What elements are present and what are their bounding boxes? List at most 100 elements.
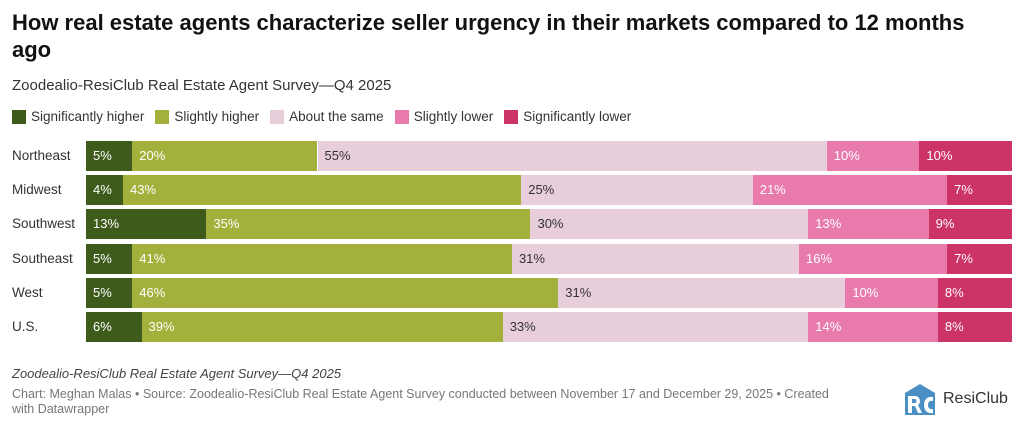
legend-item: Significantly lower xyxy=(504,109,631,124)
data-label: 39% xyxy=(148,319,175,334)
bar-row: Southeast 5% 41% 31% 16% 7% xyxy=(0,243,1024,274)
bar-segment: 6% xyxy=(86,312,142,342)
bar-segment: 8% xyxy=(937,312,1012,342)
legend-item: Slightly lower xyxy=(394,109,494,124)
bar-segment: 35% xyxy=(206,209,531,240)
legend-label: Slightly lower xyxy=(413,109,494,124)
bar-segment: 5% xyxy=(86,141,133,171)
data-label: 13% xyxy=(815,216,842,232)
legend-swatch xyxy=(504,109,519,124)
bar-segment: 13% xyxy=(808,209,929,240)
data-label: 31% xyxy=(565,284,592,300)
legend-item: Slightly higher xyxy=(155,109,259,124)
legend-swatch xyxy=(394,109,409,124)
legend-label: Significantly higher xyxy=(31,109,145,124)
data-label: 10% xyxy=(833,148,860,163)
bar-segment: 31% xyxy=(511,243,799,274)
data-label: 9% xyxy=(935,216,955,232)
data-label: 5% xyxy=(93,250,112,266)
stacked-bar: 4% 43% 25% 21% 7% xyxy=(86,175,1012,206)
chart-byline: Chart: Meghan Malas • Source: Zoodealio-… xyxy=(12,387,829,416)
bar-segment: 4% xyxy=(86,175,124,206)
legend-swatch xyxy=(155,109,170,124)
bar-segment: 20% xyxy=(132,141,318,171)
bar-segment: 10% xyxy=(826,141,920,171)
stacked-bar: 5% 46% 31% 10% 8% xyxy=(86,277,1012,308)
data-label: 10% xyxy=(926,148,953,163)
data-label: 6% xyxy=(93,319,112,334)
resiclub-logo[interactable]: ResiClub xyxy=(903,383,1008,415)
category-label: Southwest xyxy=(12,216,76,232)
bar-segment: 25% xyxy=(521,175,753,206)
bar-row: U.S. 6% 39% 33% 14% 8% xyxy=(0,312,1024,342)
bar-segment: 8% xyxy=(937,277,1012,308)
bar-segment: 10% xyxy=(919,141,1012,171)
logo-text: ResiClub xyxy=(943,390,1008,407)
stacked-bar: 5% 20% 55% 10% 10% xyxy=(86,141,1012,171)
bar-row: Midwest 4% 43% 25% 21% 7% xyxy=(0,175,1024,206)
bar-segment: 33% xyxy=(502,312,809,342)
chart-subtitle: Zoodealio-ResiClub Real Estate Agent Sur… xyxy=(12,77,392,94)
data-label: 7% xyxy=(954,250,973,266)
data-label: 14% xyxy=(815,319,842,334)
bar-segment: 21% xyxy=(752,175,948,206)
data-label: 41% xyxy=(139,250,166,266)
category-label: U.S. xyxy=(12,319,39,334)
data-label: 5% xyxy=(93,284,112,300)
category-label: West xyxy=(12,284,43,300)
data-label: 4% xyxy=(93,182,112,198)
bar-segment: 39% xyxy=(141,312,503,342)
bar-segment: 46% xyxy=(132,277,559,308)
stacked-bar: 13% 35% 30% 13% 9% xyxy=(86,209,1012,240)
data-label: 31% xyxy=(518,250,545,266)
chart-title: How real estate agents characterize sell… xyxy=(12,10,965,62)
data-label: 46% xyxy=(139,284,166,300)
category-label: Midwest xyxy=(12,182,62,198)
category-label: Northeast xyxy=(12,148,71,163)
bar-segment: 5% xyxy=(86,277,133,308)
legend: Significantly higher Slightly higher About… xyxy=(12,109,642,124)
bar-segment: 16% xyxy=(799,243,948,274)
legend-label: About the same xyxy=(289,109,384,124)
data-label: 10% xyxy=(852,284,879,300)
bar-segment: 7% xyxy=(947,243,1012,274)
data-label: 8% xyxy=(944,284,964,300)
legend-label: Significantly lower xyxy=(523,109,632,124)
bar-segment: 55% xyxy=(317,141,827,171)
legend-label: Slightly higher xyxy=(174,109,260,124)
data-label: 8% xyxy=(944,319,964,334)
bar-segment: 13% xyxy=(86,209,207,240)
data-label: 20% xyxy=(139,148,166,163)
bar-row: Southwest 13% 35% 30% 13% 9% xyxy=(0,209,1024,240)
bar-segment: 14% xyxy=(808,312,938,342)
data-label: 43% xyxy=(130,182,157,198)
data-label: 16% xyxy=(806,250,833,266)
stacked-bar: 5% 41% 31% 16% 7% xyxy=(86,243,1012,274)
category-label: Southeast xyxy=(12,250,73,266)
resiclub-logo-icon xyxy=(905,384,935,415)
data-label: 35% xyxy=(213,216,240,232)
legend-item: About the same xyxy=(270,109,384,124)
bar-segment: 10% xyxy=(845,277,938,308)
data-label: 55% xyxy=(324,148,351,163)
bar-segment: 43% xyxy=(123,175,522,206)
bar-row: West 5% 46% 31% 10% 8% xyxy=(0,277,1024,308)
data-label: 7% xyxy=(954,182,973,198)
legend-swatch xyxy=(12,109,26,124)
bar-row: Northeast 5% 20% 55% 10% 10% xyxy=(0,141,1024,171)
chart-notes: Zoodealio-ResiClub Real Estate Agent Sur… xyxy=(12,366,342,381)
bar-segment: 30% xyxy=(530,209,809,240)
data-label: 33% xyxy=(509,319,536,334)
legend-item: Significantly higher xyxy=(12,109,144,124)
bar-segment: 5% xyxy=(86,243,133,274)
bar-segment: 9% xyxy=(928,209,1012,240)
bar-segment: 31% xyxy=(558,277,846,308)
bar-segment: 41% xyxy=(132,243,512,274)
data-label: 5% xyxy=(93,148,112,163)
stacked-bar: 6% 39% 33% 14% 8% xyxy=(86,312,1012,342)
data-label: 25% xyxy=(528,182,555,198)
data-label: 13% xyxy=(93,216,120,232)
data-label: 21% xyxy=(759,182,786,198)
legend-swatch xyxy=(270,109,285,124)
bar-segment: 7% xyxy=(947,175,1012,206)
